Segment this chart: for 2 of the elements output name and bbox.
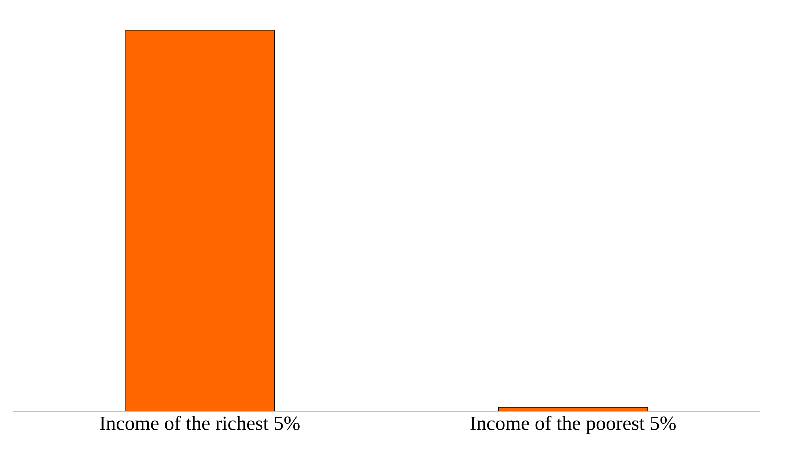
x-tick-label: Income of the richest 5% xyxy=(100,416,300,430)
x-tick-label: Income of the poorest 5% xyxy=(470,416,676,434)
